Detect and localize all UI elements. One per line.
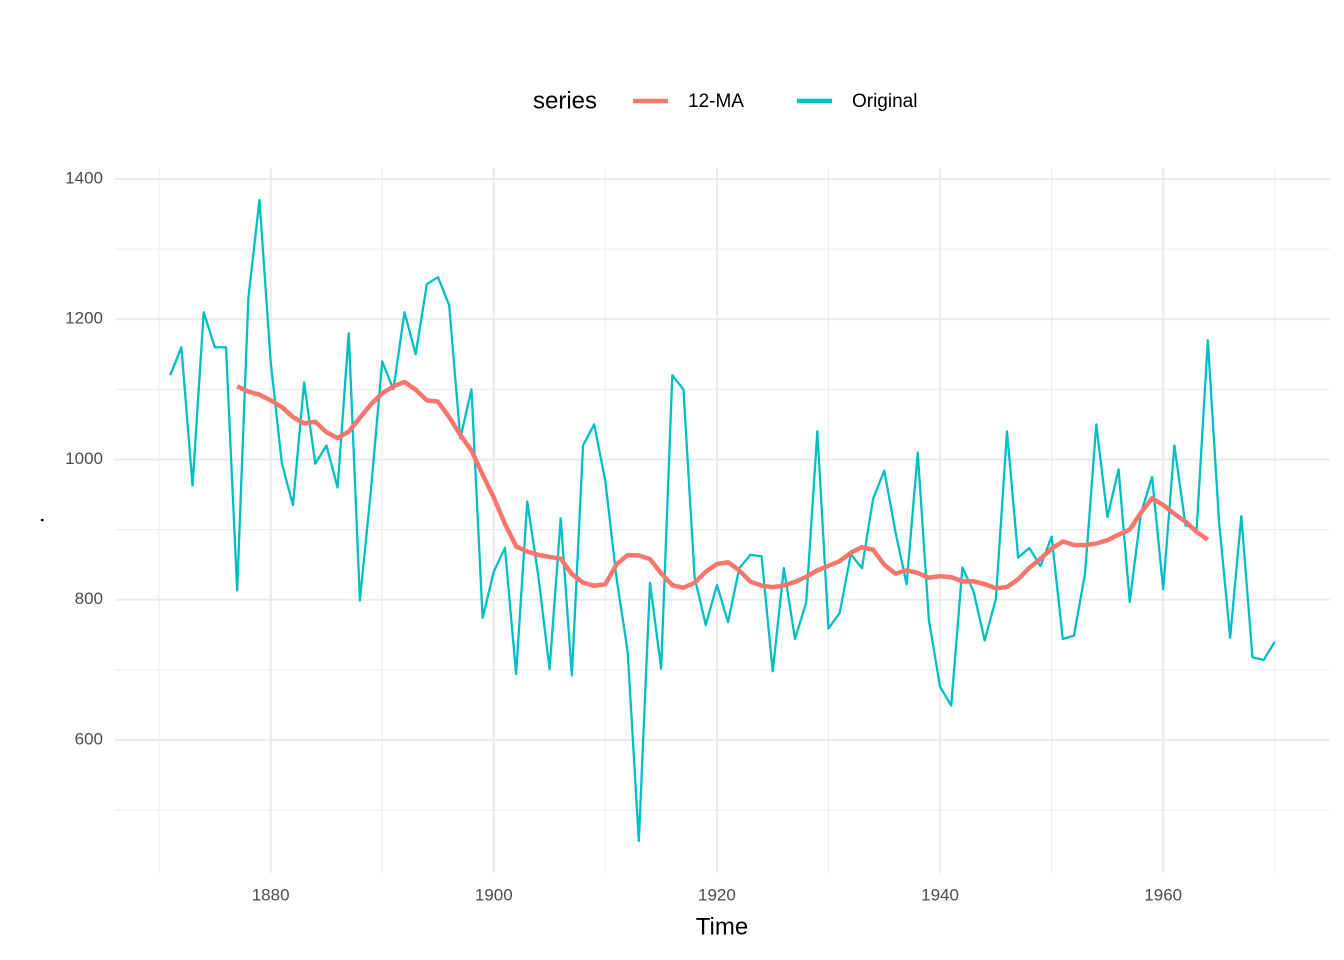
y-tick-label: 600: [75, 729, 103, 748]
y-tick-label: 1400: [65, 168, 103, 187]
y-tick-label: 1000: [65, 449, 103, 468]
x-tick-label: 1940: [921, 885, 959, 904]
x-axis-title: Time: [696, 913, 748, 940]
y-tick-label: 800: [75, 589, 103, 608]
series-line: [169, 198, 1276, 843]
series-line: [236, 379, 1210, 591]
x-tick-label: 1900: [475, 885, 513, 904]
y-axis-title: .: [22, 517, 49, 524]
x-tick-label: 1920: [698, 885, 736, 904]
y-tick-label: 1200: [65, 309, 103, 328]
legend-label: Original: [852, 91, 917, 112]
x-tick-label: 1960: [1144, 885, 1182, 904]
legend-title: series: [533, 87, 597, 114]
x-tick-label: 1880: [252, 885, 290, 904]
legend-label: 12-MA: [688, 91, 744, 112]
